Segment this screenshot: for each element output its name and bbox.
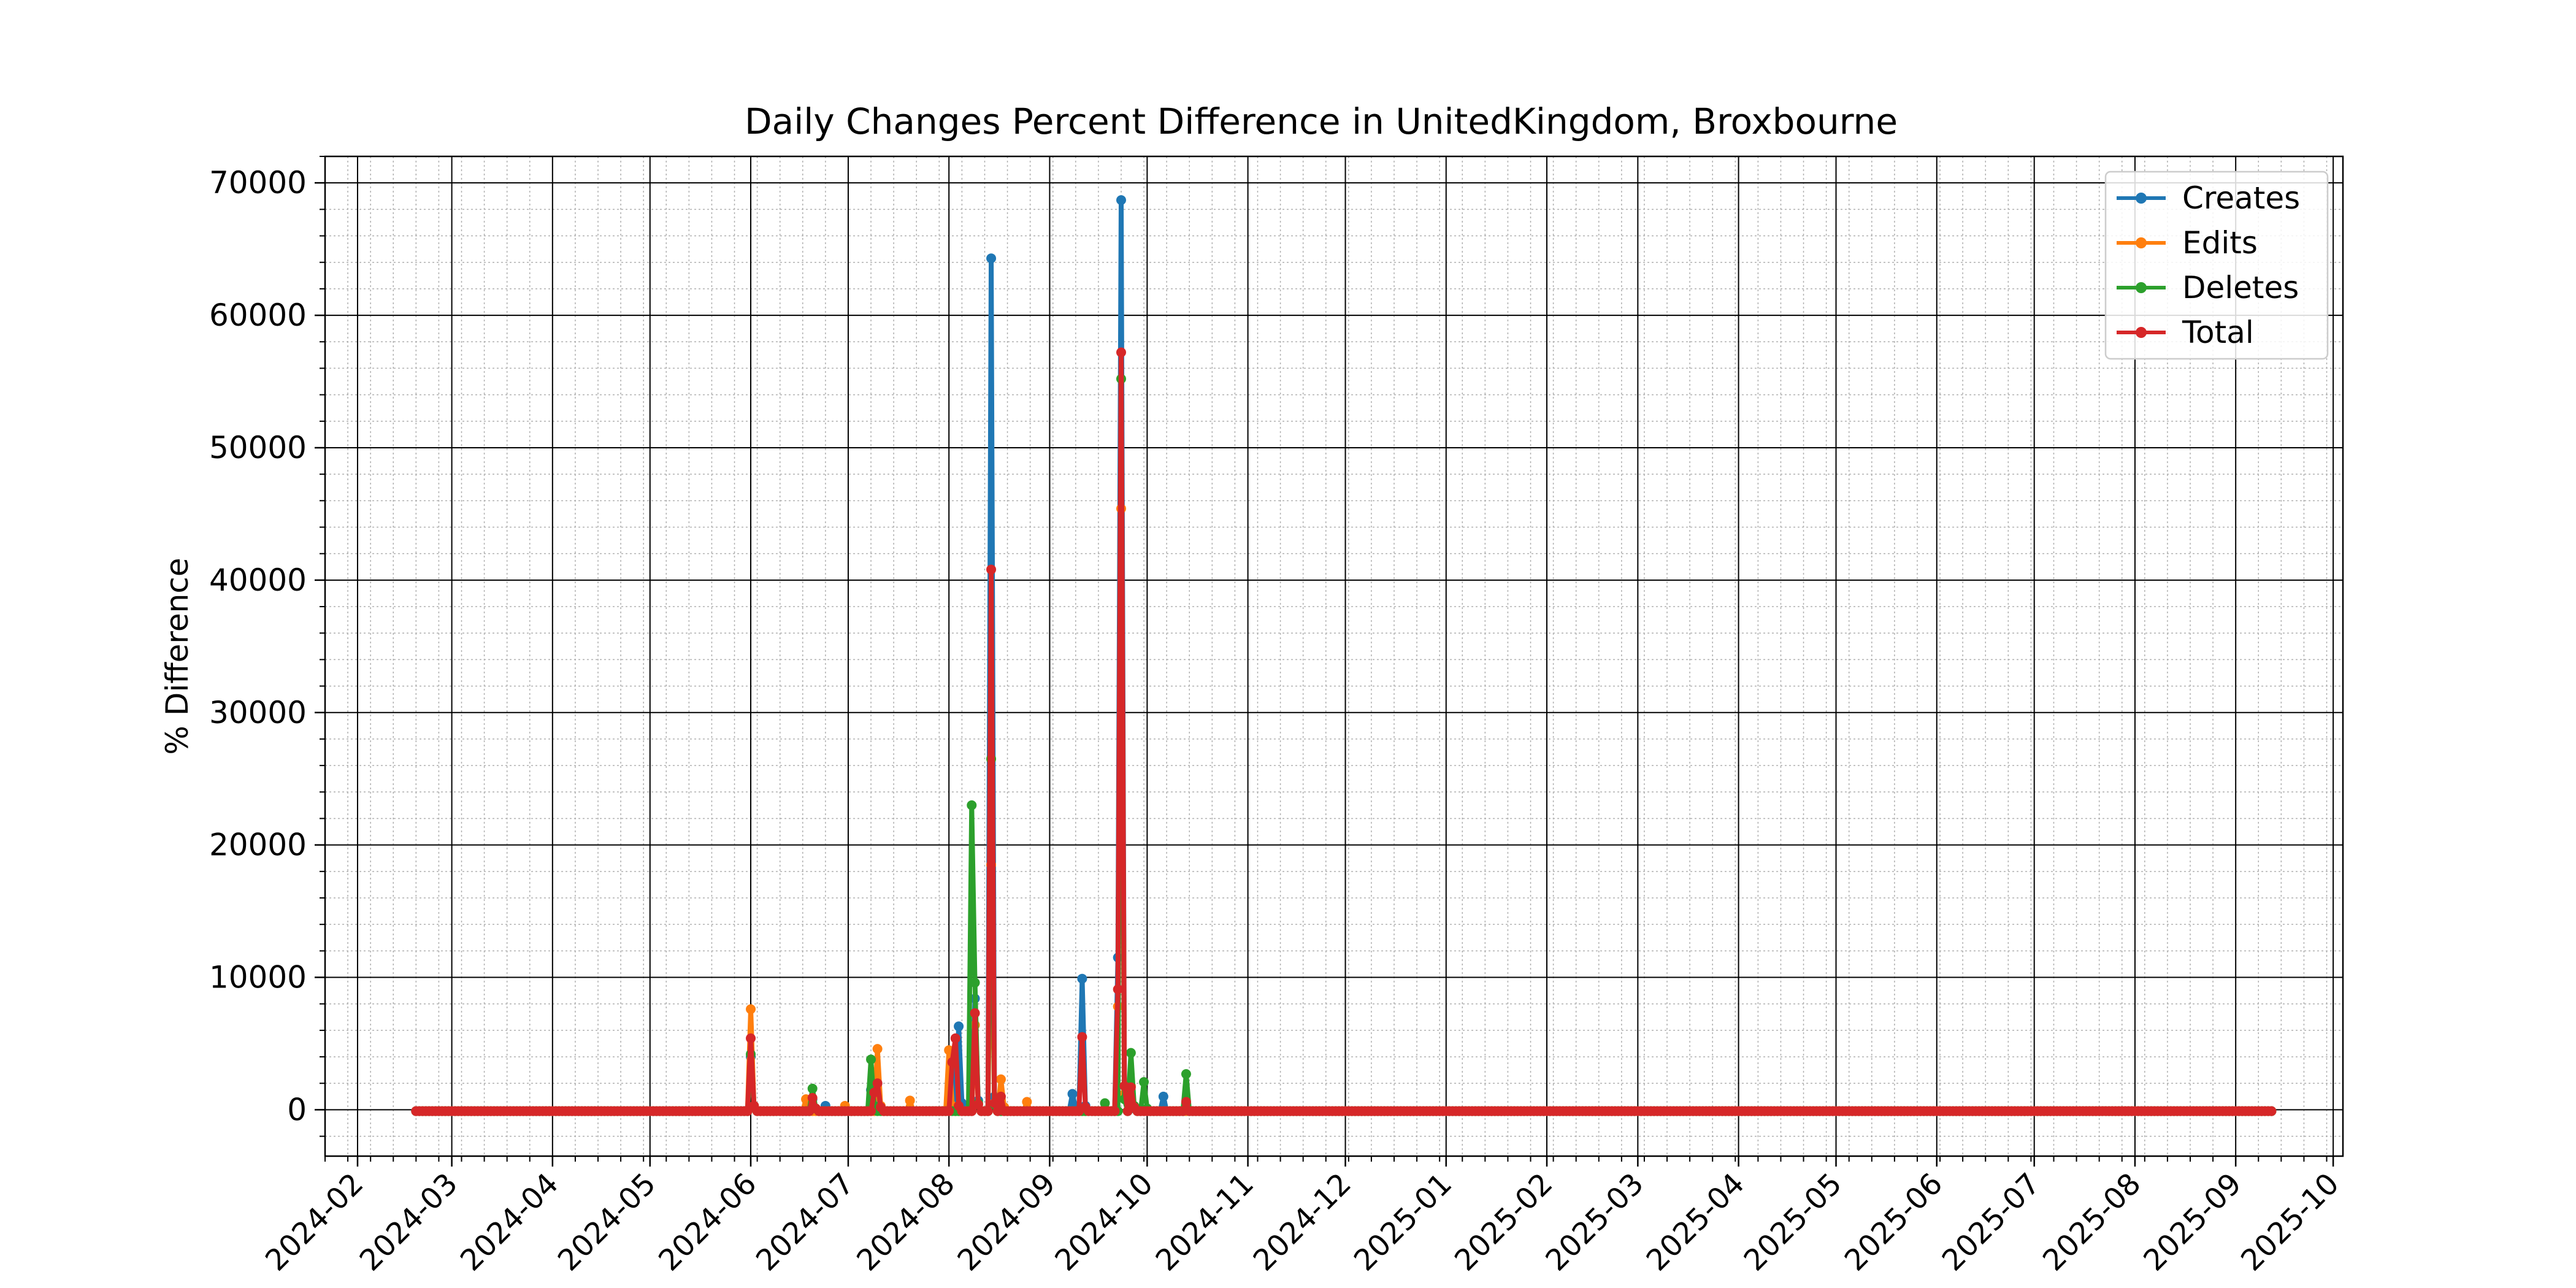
data-point bbox=[807, 1093, 818, 1103]
data-point bbox=[746, 1033, 756, 1043]
series-total bbox=[411, 347, 2277, 1116]
legend[interactable]: Creates Edits Deletes Total bbox=[2104, 171, 2329, 360]
data-point bbox=[989, 1098, 1000, 1108]
legend-box bbox=[2104, 171, 2329, 360]
y-tick-label: 0 bbox=[287, 1092, 307, 1127]
chart-title: Daily Changes Percent Difference in Unit… bbox=[745, 101, 1898, 142]
series-layer bbox=[411, 195, 2277, 1116]
data-point bbox=[944, 1106, 954, 1116]
legend-marker bbox=[2136, 237, 2147, 248]
data-point bbox=[1116, 195, 1126, 205]
data-point bbox=[872, 1044, 883, 1054]
legend-label: Total bbox=[2182, 315, 2254, 350]
data-point bbox=[869, 1087, 880, 1098]
data-point bbox=[1181, 1097, 1191, 1107]
data-point bbox=[1022, 1097, 1032, 1107]
y-tick-label: 20000 bbox=[209, 827, 307, 863]
data-point bbox=[1116, 347, 1126, 358]
data-point bbox=[970, 1008, 980, 1018]
y-tick-label: 30000 bbox=[209, 695, 307, 730]
data-point bbox=[970, 978, 980, 988]
legend-label: Deletes bbox=[2182, 270, 2299, 305]
data-point bbox=[1077, 973, 1087, 984]
data-point bbox=[986, 253, 997, 264]
data-point bbox=[986, 564, 997, 575]
y-tick-label: 10000 bbox=[209, 960, 307, 995]
legend-item-deletes[interactable]: Deletes bbox=[2117, 270, 2299, 305]
data-point bbox=[746, 1004, 756, 1014]
data-point bbox=[905, 1095, 915, 1106]
legend-marker bbox=[2136, 282, 2147, 293]
y-tick-label: 40000 bbox=[209, 562, 307, 598]
y-axis-label: % Difference bbox=[159, 558, 195, 754]
data-point bbox=[1125, 1048, 1136, 1058]
legend-label: Creates bbox=[2182, 180, 2300, 216]
y-tick-label: 60000 bbox=[209, 297, 307, 333]
data-point bbox=[995, 1091, 1006, 1102]
data-point bbox=[1181, 1069, 1191, 1079]
data-point bbox=[954, 1021, 964, 1032]
y-tick-label: 50000 bbox=[209, 430, 307, 466]
data-point bbox=[866, 1054, 876, 1065]
data-point bbox=[1139, 1077, 1149, 1087]
y-tick-label: 70000 bbox=[209, 165, 307, 201]
data-point bbox=[1077, 1032, 1087, 1042]
data-point bbox=[947, 1057, 957, 1067]
plot-area-frame bbox=[324, 155, 2344, 1157]
data-point bbox=[1125, 1082, 1136, 1092]
data-point bbox=[950, 1033, 960, 1043]
data-point bbox=[872, 1078, 883, 1089]
data-point bbox=[1100, 1098, 1110, 1108]
data-point bbox=[742, 1106, 753, 1116]
legend-item-creates[interactable]: Creates bbox=[2117, 180, 2300, 216]
legend-marker bbox=[2136, 193, 2147, 204]
data-point bbox=[995, 1074, 1006, 1084]
data-point bbox=[1110, 1106, 1120, 1116]
data-point bbox=[967, 1106, 977, 1116]
data-point bbox=[866, 1106, 876, 1116]
data-point bbox=[983, 1106, 993, 1116]
legend-item-total[interactable]: Total bbox=[2117, 315, 2254, 350]
data-point bbox=[967, 800, 977, 810]
legend-label: Edits bbox=[2182, 225, 2258, 261]
data-point bbox=[2266, 1106, 2277, 1116]
data-point bbox=[1067, 1089, 1078, 1099]
data-point bbox=[1113, 984, 1123, 994]
data-point bbox=[807, 1083, 818, 1094]
legend-item-edits[interactable]: Edits bbox=[2117, 225, 2258, 261]
data-point bbox=[1158, 1091, 1168, 1102]
legend-marker bbox=[2136, 327, 2147, 338]
